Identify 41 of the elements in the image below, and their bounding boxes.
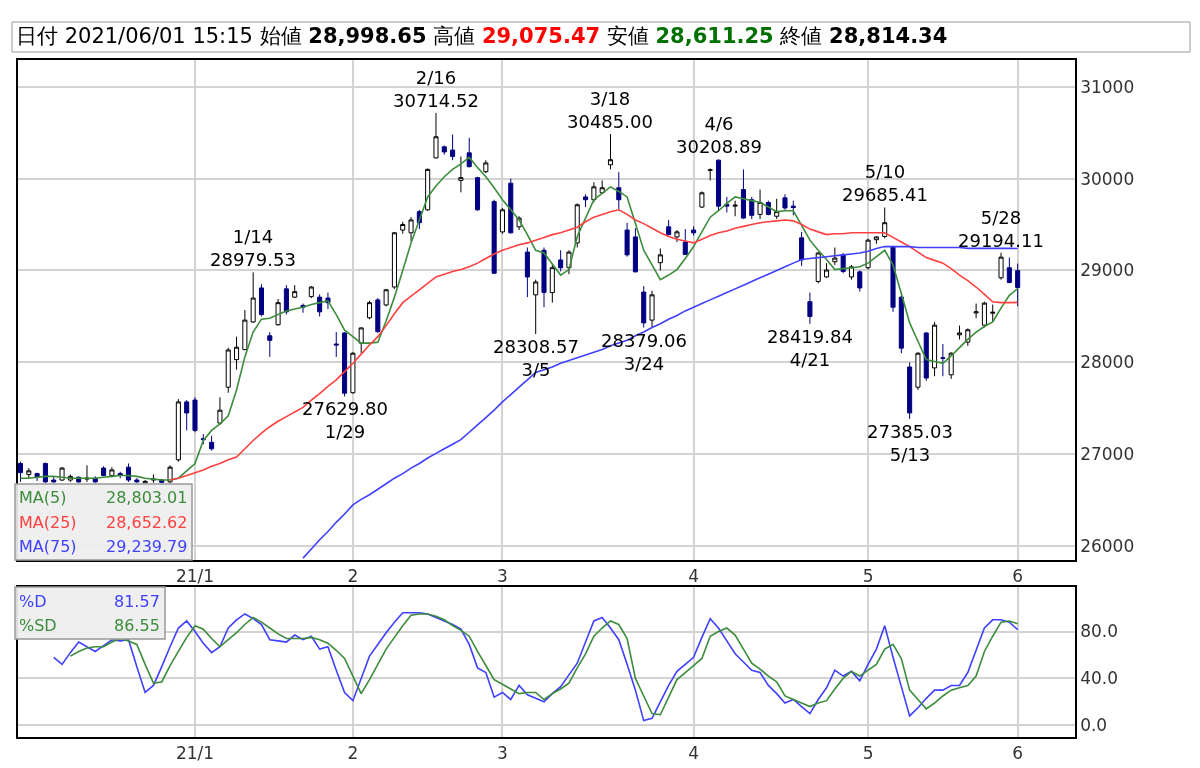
x-tick-label: 6 xyxy=(1012,566,1024,587)
annotation: 29,239.79 xyxy=(106,537,188,556)
annotation: 5/28 29194.11 xyxy=(958,207,1044,252)
x-tick-label: 4 xyxy=(688,566,699,587)
x-tick-label: 4 xyxy=(688,743,699,764)
annotation: 3/18 30485.00 xyxy=(567,88,653,133)
text: MA(75) xyxy=(19,537,77,556)
annotation: 28,652.62 xyxy=(106,513,188,532)
y-tick-label: 27000 xyxy=(1080,444,1135,465)
x-tick-label: 2 xyxy=(347,743,359,764)
y-tick-label: 40.0 xyxy=(1080,668,1119,689)
annotation: 1/14 28979.53 xyxy=(210,226,296,271)
y-tick-label: 26000 xyxy=(1080,536,1135,557)
x-tick-label: 6 xyxy=(1012,743,1024,764)
x-tick-label: 21/1 xyxy=(175,566,215,587)
text: MA(25) xyxy=(19,513,77,532)
annotation: 27385.03 5/13 xyxy=(867,421,953,466)
annotation: 28419.84 4/21 xyxy=(767,326,853,371)
text: %D xyxy=(19,592,47,611)
x-tick-label: 3 xyxy=(497,743,508,764)
y-tick-label: 31000 xyxy=(1080,76,1135,97)
chart-title: 日付 2021/06/01 15:15 始値 28,998.65 高値 29,075.47 安値 28,611.25 終値 28,814.34 xyxy=(16,24,948,48)
annotation: 4/6 30208.89 xyxy=(676,113,762,158)
x-tick-label: 21/1 xyxy=(175,743,215,764)
y-tick-label: 0.0 xyxy=(1080,715,1108,736)
annotation: 2/16 30714.52 xyxy=(393,67,479,112)
annotation: 28,803.01 xyxy=(106,488,188,507)
y-tick-label: 30000 xyxy=(1080,168,1135,189)
series-label: MA(5) xyxy=(19,488,67,507)
x-tick-label: 5 xyxy=(862,743,874,764)
x-tick-label: 3 xyxy=(497,566,508,587)
x-tick-label: 2 xyxy=(347,566,359,587)
annotation: 27629.80 1/29 xyxy=(302,398,388,443)
annotation: 5/10 29685.41 xyxy=(842,161,928,206)
annotation: 86.55 xyxy=(114,616,160,635)
x-tick-label: 5 xyxy=(862,566,874,587)
y-tick-label: 29000 xyxy=(1080,260,1135,281)
y-tick-label: 28000 xyxy=(1080,352,1135,373)
series-label: %SD xyxy=(19,616,57,635)
annotation: 81.57 xyxy=(114,592,160,611)
y-tick-label: 80.0 xyxy=(1080,621,1119,642)
